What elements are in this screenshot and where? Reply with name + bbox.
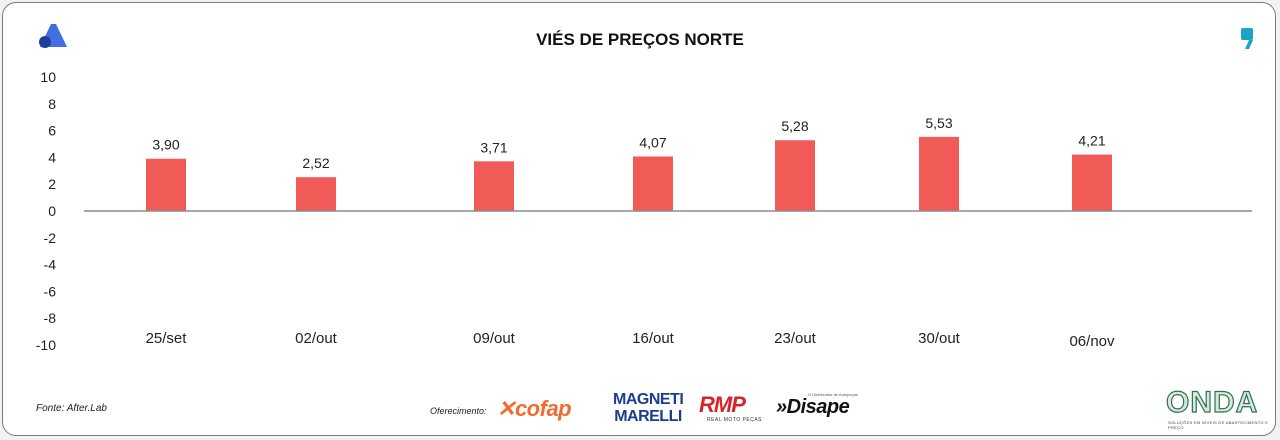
value-labels: 3,90 2,52 3,71 4,07 5,28 5,53 4,21 — [152, 115, 1105, 171]
bar — [919, 136, 959, 211]
bar-value-label: 4,07 — [639, 134, 666, 150]
bar — [1072, 154, 1112, 211]
y-tick-label: -8 — [44, 310, 57, 326]
magneti-marelli-logo: MAGNETI MARELLI — [613, 391, 684, 425]
x-tick-label: 02/out — [295, 330, 338, 347]
bar-value-label: 5,53 — [925, 115, 952, 131]
bar — [633, 156, 673, 211]
disape-logo: »Disape — [776, 396, 850, 418]
y-tick-label: 10 — [40, 69, 56, 85]
bar — [474, 161, 514, 211]
y-tick-label: -6 — [44, 283, 57, 299]
bar-value-label: 5,28 — [781, 118, 808, 134]
y-tick-label: 2 — [48, 176, 56, 192]
bar-value-label: 4,21 — [1078, 133, 1105, 149]
x-tick-label: 06/nov — [1069, 333, 1115, 350]
y-tick-label: -10 — [36, 337, 56, 353]
y-tick-label: 8 — [48, 96, 56, 112]
x-axis-labels: 25/set 02/out 09/out 16/out 23/out 30/out 06/n… — [146, 330, 1115, 350]
source-note: Fonte: After.Lab — [36, 403, 107, 414]
x-tick-label: 16/out — [632, 330, 675, 347]
rmp-tagline: REAL MOTO PEÇAS — [707, 417, 763, 423]
bar — [296, 177, 336, 211]
bar — [146, 158, 186, 211]
bar — [775, 140, 815, 211]
cofap-x-icon: ✕ — [497, 396, 515, 421]
x-tick-label: 23/out — [774, 330, 817, 347]
bars-group — [146, 136, 1112, 211]
x-tick-label: 09/out — [473, 330, 516, 347]
brand-a-logo-icon — [39, 24, 67, 48]
chart-title: VIÉS DE PREÇOS NORTE — [536, 30, 744, 49]
y-axis: 10 8 6 4 2 0 -2 -4 -6 -8 -10 — [36, 69, 56, 353]
disape-tagline: O Distribuidor de Autopeças — [808, 392, 858, 397]
y-tick-label: 0 — [48, 203, 56, 219]
x-tick-label: 30/out — [918, 330, 961, 347]
offered-by-label: Oferecimento: — [430, 406, 487, 416]
x-tick-label: 25/set — [146, 330, 188, 347]
rmp-logo: RMP — [699, 392, 746, 417]
y-tick-label: 4 — [48, 149, 56, 165]
bar-value-label: 2,52 — [302, 155, 329, 171]
onda-logo: ONDA — [1165, 386, 1259, 419]
cofap-logo: ✕cofap — [497, 396, 572, 421]
bar-value-label: 3,71 — [480, 139, 507, 155]
y-tick-label: -2 — [44, 230, 57, 246]
onda-tagline: SOLUÇÕES EM NÍVEIS DE ABASTECIMENTO E PR… — [1168, 420, 1269, 430]
y-tick-label: -4 — [44, 257, 57, 273]
bar-value-label: 3,90 — [152, 137, 179, 153]
y-tick-label: 6 — [48, 123, 56, 139]
quote-mark-icon — [1241, 28, 1253, 49]
